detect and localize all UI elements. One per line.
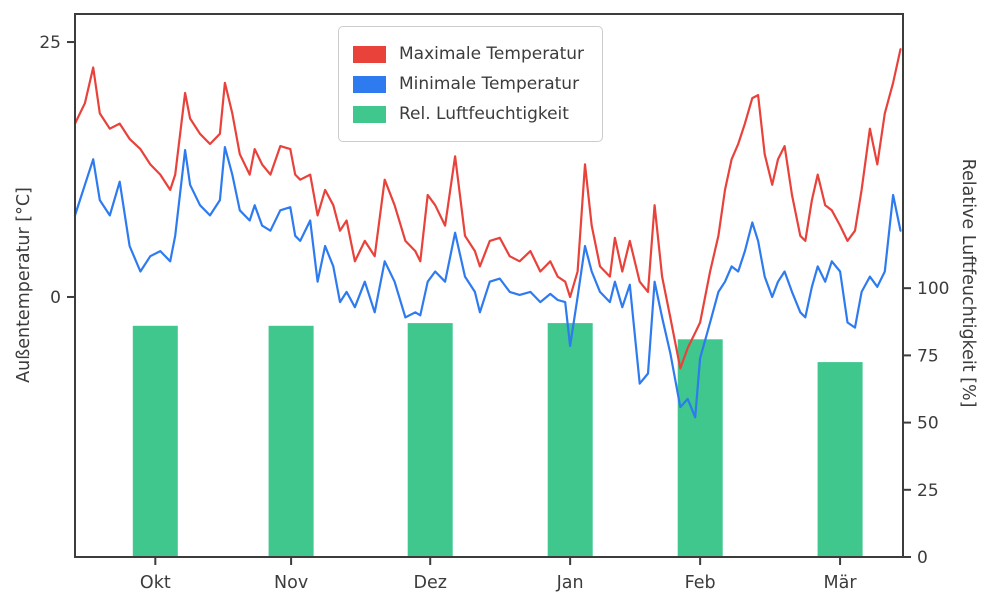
x-tick-label: Okt (140, 573, 171, 593)
humidity-bar (817, 362, 863, 557)
min-temp-swatch-icon (353, 75, 386, 93)
left-tick-label: 0 (50, 288, 61, 308)
humidity-bar (268, 325, 314, 557)
right-tick-label: 50 (917, 414, 939, 434)
right-tick-label: 0 (917, 548, 928, 568)
plot-frame (74, 13, 904, 558)
left-tick-label: 25 (39, 33, 61, 53)
x-tick-label: Feb (685, 573, 716, 593)
x-tick-label: Dez (413, 573, 446, 593)
left-axis-title: Außentemperatur [°C] (14, 187, 34, 383)
right-tick-label: 75 (917, 346, 939, 366)
x-tick-label: Nov (274, 573, 308, 593)
x-tick-label: Mär (824, 573, 858, 593)
humidity-swatch-icon (353, 105, 386, 123)
right-axis-title: Relative Luftfeuchtigkeit [%] (958, 158, 978, 408)
max-temp-line (73, 48, 902, 370)
right-tick-label: 100 (917, 279, 949, 299)
legend-label-max-temp: Maximale Temperatur (399, 44, 585, 64)
legend-label-humidity: Rel. Luftfeuchtigkeit (399, 104, 569, 124)
humidity-bar (132, 325, 178, 557)
humidity-bar (547, 323, 593, 557)
humidity-bar (407, 323, 453, 557)
legend-item-max-temp: Maximale Temperatur (353, 39, 584, 69)
x-tick-label: Jan (556, 573, 584, 593)
min-temp-line (73, 146, 902, 419)
max-temp-swatch-icon (353, 45, 386, 63)
legend-item-humidity: Rel. Luftfeuchtigkeit (353, 99, 584, 129)
legend: Maximale Temperatur Minimale Temperatur … (338, 26, 604, 142)
legend-item-min-temp: Minimale Temperatur (353, 69, 584, 99)
legend-label-min-temp: Minimale Temperatur (399, 74, 580, 94)
humidity-bar (677, 339, 723, 557)
right-tick-label: 25 (917, 481, 939, 501)
